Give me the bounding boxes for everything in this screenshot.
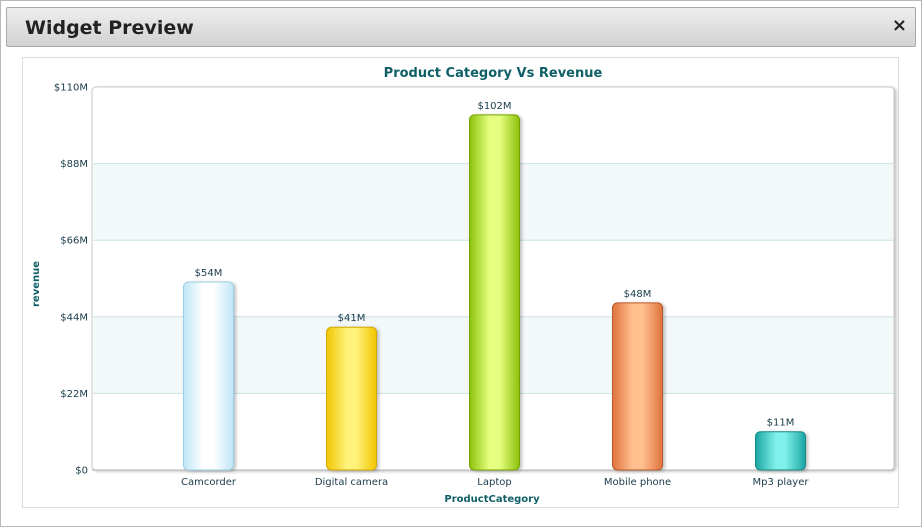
y-tick-label: $66M [60,236,88,247]
close-icon[interactable]: × [891,15,907,36]
data-label: $102M [477,101,511,112]
bar-camcorder[interactable] [183,281,234,471]
x-tick-label: Digital camera [315,477,388,488]
y-tick-label: $88M [60,159,88,170]
bar-laptop[interactable] [469,114,520,471]
y-tick-label: $110M [54,83,88,94]
bar-mobile-phone[interactable] [612,302,663,471]
x-tick-label: Mobile phone [604,477,671,488]
y-tick-label: $44M [60,312,88,323]
bar-mp3-player[interactable] [755,431,806,471]
x-tick-label: Mp3 player [753,477,810,488]
x-axis-title: ProductCategory [444,494,540,505]
data-label: $54M [195,268,223,279]
data-label: $48M [624,289,652,300]
y-tick-label: $22M [60,389,88,400]
bar-digital-camera[interactable] [326,326,377,471]
data-label: $41M [338,313,366,324]
dialog-title: Widget Preview [25,17,194,39]
y-tick-label: $0 [75,466,88,477]
x-tick-label: Camcorder [181,477,237,488]
data-label: $11M [767,418,795,429]
x-tick-label: Laptop [477,477,511,488]
chart-title: Product Category Vs Revenue [384,66,603,81]
dialog-titlebar: Widget Preview × [6,7,916,47]
y-axis-title: revenue [31,261,42,307]
